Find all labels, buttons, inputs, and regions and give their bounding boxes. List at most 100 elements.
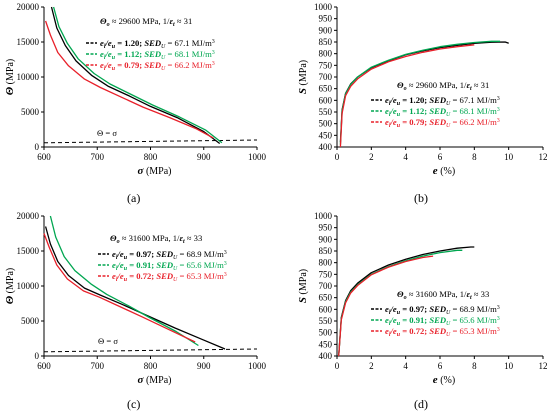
y-axis-label: Θ (MPa) bbox=[4, 268, 16, 304]
y-tick-label: 5000 bbox=[21, 316, 40, 326]
caption-a: (a) bbox=[127, 191, 141, 205]
x-tick-label: 8 bbox=[472, 152, 477, 162]
x-tick-label: 700 bbox=[91, 361, 105, 371]
series-line-red bbox=[44, 20, 214, 139]
legend-entry-red: el/eu = 0.72; SEDU = 65.3 MJ/m3 bbox=[385, 326, 500, 338]
caption-b: (b) bbox=[414, 191, 428, 205]
y-tick-label: 1000 bbox=[314, 211, 333, 221]
x-tick-label: 800 bbox=[144, 152, 158, 162]
y-tick-label: 450 bbox=[319, 130, 333, 140]
series-line-red bbox=[43, 233, 196, 343]
series-line-black bbox=[50, 6, 221, 145]
series-line-red bbox=[338, 255, 434, 357]
x-tick-label: 800 bbox=[144, 361, 158, 371]
y-tick-label: 400 bbox=[319, 351, 333, 361]
y-tick-label: 0 bbox=[35, 351, 40, 361]
caption-d: (d) bbox=[414, 397, 428, 411]
y-tick-label: 900 bbox=[319, 234, 333, 244]
legend-entry-green: el/eu = 0.91; SEDU = 65.6 MJ/m3 bbox=[112, 260, 227, 272]
y-tick-label: 15000 bbox=[17, 246, 40, 256]
y-tick-label: 600 bbox=[319, 304, 333, 314]
y-tick-label: 900 bbox=[319, 25, 333, 35]
legend-entry-black: el/eu = 1.20; SEDU = 67.1 MJ/m3 bbox=[385, 95, 500, 107]
y-tick-label: 10000 bbox=[17, 72, 40, 82]
annotation-header: Θo ≈ 31600 MPa, 1/εt ≈ 33 bbox=[397, 289, 489, 301]
series-line-black bbox=[338, 246, 475, 357]
x-tick-label: 10 bbox=[504, 361, 514, 371]
x-tick-label: 10 bbox=[504, 152, 514, 162]
legend-entry-black: el/eu = 0.97; SEDU = 68.9 MJ/m3 bbox=[112, 249, 227, 261]
y-tick-label: 600 bbox=[319, 95, 333, 105]
annotation-header: Θo ≈ 31600 MPa, 1/εt ≈ 33 bbox=[110, 233, 202, 245]
x-axis-label: σ (MPa) bbox=[138, 374, 172, 386]
legend-entry-green: el/eu = 0.91; SEDU = 65.6 MJ/m3 bbox=[385, 315, 500, 327]
y-tick-label: 450 bbox=[319, 339, 333, 349]
x-tick-label: 4 bbox=[403, 152, 408, 162]
x-tick-label: 12 bbox=[539, 152, 548, 162]
legend-entry-black: el/eu = 1.20; SEDU = 67.1 MJ/m3 bbox=[100, 38, 215, 50]
y-tick-label: 0 bbox=[35, 142, 40, 152]
y-tick-label: 800 bbox=[319, 258, 333, 268]
y-tick-label: 950 bbox=[319, 14, 333, 24]
series-line-green bbox=[49, 215, 199, 347]
y-tick-label: 400 bbox=[319, 142, 333, 152]
x-tick-label: 0 bbox=[335, 152, 340, 162]
series-line-green bbox=[52, 6, 223, 144]
y-axis-label: S (MPa) bbox=[297, 60, 309, 94]
legend-entry-red: el/eu = 0.79; SEDU = 66.2 MJ/m3 bbox=[100, 60, 215, 72]
y-tick-label: 750 bbox=[319, 60, 333, 70]
legend-entry-red: el/eu = 0.72; SEDU = 65.3 MJ/m3 bbox=[112, 271, 227, 283]
y-tick-label: 1000 bbox=[314, 2, 333, 12]
y-tick-label: 650 bbox=[319, 293, 333, 303]
x-axis-label: e (%) bbox=[433, 374, 455, 386]
y-tick-label: 15000 bbox=[17, 37, 40, 47]
y-tick-label: 700 bbox=[319, 72, 333, 82]
y-tick-label: 850 bbox=[319, 37, 333, 47]
y-tick-label: 850 bbox=[319, 246, 333, 256]
series-line-black bbox=[339, 41, 509, 143]
x-tick-label: 700 bbox=[91, 152, 105, 162]
series-line-black bbox=[44, 226, 226, 350]
x-tick-label: 8 bbox=[472, 361, 477, 371]
y-tick-label: 20000 bbox=[17, 211, 40, 221]
series-line-green bbox=[339, 40, 501, 145]
x-tick-label: 900 bbox=[197, 361, 211, 371]
x-tick-label: 600 bbox=[37, 152, 51, 162]
legend-entry-red: el/eu = 0.79; SEDU = 66.2 MJ/m3 bbox=[385, 117, 500, 129]
y-tick-label: 800 bbox=[319, 49, 333, 59]
x-tick-label: 12 bbox=[539, 361, 548, 371]
ref-line-label: Θ = σ bbox=[97, 128, 117, 138]
legend-entry-black: el/eu = 0.97; SEDU = 68.9 MJ/m3 bbox=[385, 304, 500, 316]
annotation-header: Θo ≈ 29600 MPa, 1/εt ≈ 31 bbox=[100, 16, 192, 28]
y-tick-label: 750 bbox=[319, 269, 333, 279]
ref-line bbox=[43, 139, 258, 144]
y-tick-label: 700 bbox=[319, 281, 333, 291]
annotation-header: Θo ≈ 29600 MPa, 1/εt ≈ 31 bbox=[397, 80, 489, 92]
x-tick-label: 4 bbox=[403, 361, 408, 371]
y-axis-label: Θ (MPa) bbox=[4, 59, 16, 95]
legend-entry-green: el/eu = 1.12; SEDU = 68.1 MJ/m3 bbox=[100, 49, 215, 61]
y-tick-label: 20000 bbox=[17, 2, 40, 12]
ref-line bbox=[43, 348, 258, 353]
y-tick-label: 500 bbox=[319, 119, 333, 129]
x-tick-label: 600 bbox=[37, 361, 51, 371]
legend-entry-green: el/eu = 1.12; SEDU = 68.1 MJ/m3 bbox=[385, 106, 500, 118]
y-tick-label: 550 bbox=[319, 107, 333, 117]
x-tick-label: 1000 bbox=[248, 361, 267, 371]
series-line-red bbox=[339, 44, 475, 148]
x-tick-label: 1000 bbox=[248, 152, 267, 162]
y-axis-label: S (MPa) bbox=[297, 269, 309, 303]
x-axis-label: e (%) bbox=[433, 165, 455, 177]
y-tick-label: 950 bbox=[319, 223, 333, 233]
caption-c: (c) bbox=[127, 397, 141, 411]
x-tick-label: 2 bbox=[369, 152, 374, 162]
y-tick-label: 10000 bbox=[17, 281, 40, 291]
x-axis-label: σ (MPa) bbox=[138, 165, 172, 177]
y-tick-label: 500 bbox=[319, 328, 333, 338]
ref-line-label: Θ = σ bbox=[98, 336, 118, 346]
y-tick-label: 650 bbox=[319, 84, 333, 94]
